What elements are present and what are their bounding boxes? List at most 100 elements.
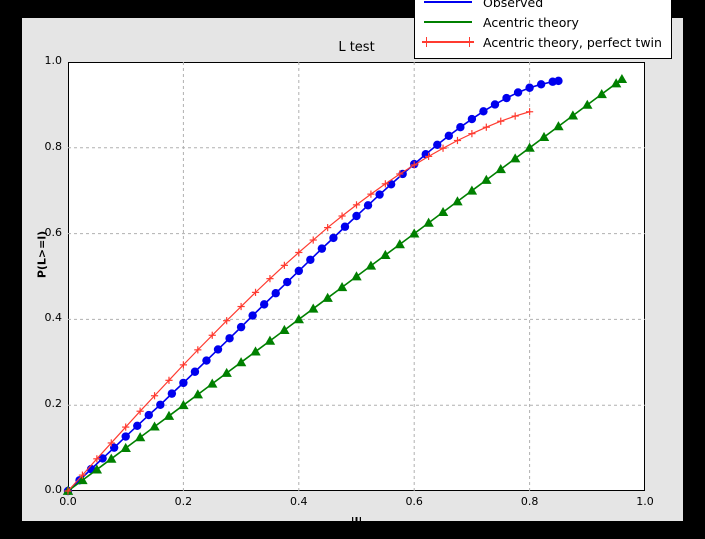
marker-circle (317, 244, 327, 253)
marker-circle (202, 356, 211, 365)
plot-area-wrapper: L test 0.0 0.2 0.4 0.6 0.8 1.0 0.0 0.2 0.4 0.6 0.… (22, 0, 683, 528)
x-tick-label: 0.0 (59, 495, 77, 508)
chart-legend: Observed Acentric theory Acentric theory, … (414, 0, 672, 59)
plus-marker-icon (422, 37, 431, 47)
y-tick-label: 0.2 (44, 397, 63, 411)
marker-triangle (91, 464, 103, 474)
x-tick-label: 0.2 (174, 495, 193, 508)
legend-label: Acentric theory (483, 14, 579, 30)
marker-triangle (466, 185, 478, 195)
marker-circle (133, 421, 142, 430)
marker-triangle (380, 249, 391, 259)
marker-triangle (409, 228, 420, 238)
marker-triangle (120, 442, 131, 452)
y-tick-label: 0.4 (44, 311, 63, 325)
marker-circle (375, 190, 384, 199)
marker-triangle (567, 110, 579, 120)
marker-circle (490, 100, 500, 109)
marker-circle (213, 345, 223, 354)
marker-circle (283, 277, 292, 287)
marker-triangle (582, 99, 593, 109)
figure-canvas: L test 0.0 0.2 0.4 0.6 0.8 1.0 0.0 0.2 0.4 0.6 0.… (22, 0, 683, 528)
y-axis-label: P(L>=l) (35, 230, 49, 279)
marker-triangle (610, 78, 622, 88)
marker-triangle (596, 88, 607, 99)
y-tick-label: 0.6 (44, 225, 63, 239)
marker-circle (98, 454, 107, 463)
marker-circle (109, 443, 119, 452)
marker-triangle (481, 174, 492, 184)
marker-circle (467, 114, 477, 124)
marker-triangle (509, 153, 521, 163)
x-tick-label: 0.4 (290, 495, 308, 508)
marker-triangle (336, 282, 348, 292)
marker-circle (179, 378, 188, 388)
marker-triangle (235, 357, 247, 367)
marker-triangle (192, 389, 204, 399)
marker-triangle (293, 314, 304, 324)
x-tick-label: 0.6 (405, 495, 423, 508)
legend-swatch-icon (422, 0, 474, 9)
marker-triangle (495, 164, 506, 174)
legend-label: Acentric theory, perfect twin (483, 34, 662, 50)
marker-circle (236, 322, 246, 332)
marker-triangle (452, 196, 463, 206)
marker-circle (271, 289, 280, 298)
marker-circle (190, 367, 200, 376)
marker-circle (525, 83, 534, 92)
marker-triangle (308, 303, 319, 313)
marker-circle (386, 180, 396, 189)
marker-triangle (221, 367, 232, 377)
x-axis-label: |l| (350, 515, 363, 528)
legend-entry: Observed (422, 0, 662, 12)
marker-circle (248, 311, 257, 320)
marker-circle (225, 334, 234, 343)
series-line (67, 80, 559, 492)
marker-triangle (149, 421, 160, 431)
series-line (67, 78, 623, 492)
marker-triangle (279, 324, 290, 335)
chart-title: L test (338, 40, 375, 55)
series-2 (64, 108, 534, 495)
marker-circle (444, 131, 454, 140)
legend-label: Observed (483, 0, 544, 10)
marker-triangle (538, 131, 550, 141)
marker-triangle (365, 260, 377, 270)
marker-triangle (163, 410, 175, 420)
legend-entry: Acentric theory, perfect twin (422, 32, 662, 52)
marker-circle (536, 80, 546, 89)
marker-triangle (264, 335, 276, 345)
marker-triangle (106, 453, 117, 463)
marker-triangle (178, 400, 189, 410)
marker-circle (167, 389, 177, 398)
y-tick-label: 0.0 (44, 483, 63, 496)
marker-triangle (77, 475, 88, 485)
marker-triangle (553, 121, 564, 131)
marker-circle (156, 400, 165, 409)
series-0 (63, 76, 563, 496)
y-tick-label: 1.0 (44, 54, 63, 67)
marker-circle (479, 107, 488, 116)
marker-circle (554, 76, 563, 86)
legend-swatch-icon (422, 15, 474, 29)
marker-triangle (524, 142, 535, 152)
chart-plot (62, 62, 645, 496)
marker-circle (294, 266, 303, 276)
marker-circle (433, 140, 442, 149)
marker-circle (363, 201, 373, 210)
series-1 (62, 73, 628, 495)
marker-circle (340, 222, 350, 231)
marker-circle (144, 410, 153, 420)
marker-triangle (322, 292, 333, 302)
marker-circle (352, 211, 361, 221)
y-tick-label: 0.8 (44, 139, 63, 153)
marker-circle (259, 300, 269, 309)
x-tick-label: 1.0 (636, 495, 654, 508)
marker-triangle (423, 217, 434, 227)
x-tick-label: 0.8 (520, 495, 539, 508)
legend-entry: Acentric theory (422, 12, 662, 32)
plus-marker-icon (465, 37, 474, 47)
marker-circle (121, 432, 130, 441)
marker-triangle (250, 346, 261, 356)
marker-triangle (437, 206, 449, 217)
